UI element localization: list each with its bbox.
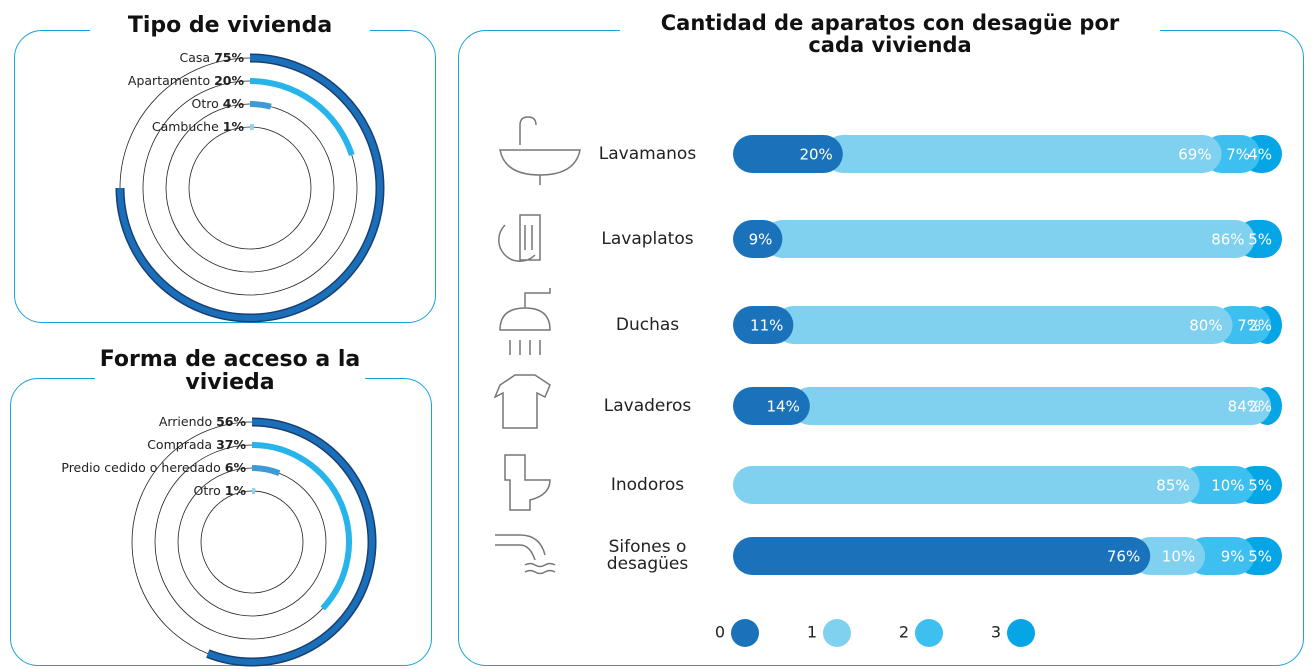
bar	[117, 55, 383, 321]
legend-label: 2	[899, 623, 909, 642]
bar-segment	[763, 220, 1255, 258]
value-label: 75%	[214, 50, 244, 65]
bar	[249, 101, 272, 110]
bar-segment	[1180, 466, 1255, 504]
value-label: 80%	[1189, 317, 1222, 335]
value-label: 1%	[225, 483, 247, 498]
bar-segment	[1131, 537, 1206, 575]
value-label: 5%	[1248, 231, 1272, 249]
legend-label: 1	[807, 623, 817, 642]
value-label: 2%	[1248, 317, 1272, 335]
value-label: 1%	[223, 119, 245, 134]
legend-swatch	[1007, 619, 1035, 647]
track	[188, 126, 312, 250]
value-label: 69%	[1178, 146, 1211, 164]
bar-label: Casa 75%	[180, 50, 245, 65]
bar-segment	[733, 387, 810, 425]
bar-label: Otro 4%	[192, 96, 245, 111]
category-wrap: Lavamanos	[598, 143, 697, 164]
legend-label: 3	[991, 623, 1001, 642]
bar-segment	[733, 135, 843, 173]
value-label: 4%	[1248, 146, 1272, 164]
category-label: Lavamanos	[598, 143, 697, 164]
value-label: 20%	[214, 73, 244, 88]
value-label: 7%	[1237, 317, 1261, 335]
value-label: 85%	[1156, 477, 1189, 495]
chart-title: Forma de acceso a la vivieda	[95, 348, 365, 394]
bar-label: Otro 1%	[194, 483, 247, 498]
bar-segment	[733, 537, 1151, 575]
value-label: 5%	[1248, 477, 1272, 495]
bar-label: Comprada 37%	[147, 437, 246, 452]
icon-drain	[495, 534, 556, 575]
category-wrap: Sifones o desagües	[606, 537, 689, 574]
bar	[206, 419, 375, 665]
category-label: Duchas	[615, 314, 680, 335]
icon-sink	[499, 116, 581, 185]
chart-title: Cantidad de aparatos con desagüe por cad…	[620, 12, 1160, 56]
bar-label: Apartamento 20%	[128, 73, 245, 88]
value-label: 56%	[216, 414, 246, 429]
category-label: Cambuche	[152, 119, 219, 134]
bar	[251, 465, 281, 477]
icon-shower	[499, 288, 551, 355]
value-label: 10%	[1162, 548, 1195, 566]
category-label: Lavaderos	[603, 395, 692, 416]
bar	[249, 78, 355, 156]
bar	[251, 442, 352, 611]
bar-segment	[790, 387, 1272, 425]
category-wrap: Inodoros	[610, 474, 685, 495]
value-label: 4%	[223, 96, 245, 111]
bar-label: Cambuche 1%	[152, 119, 245, 134]
icons	[493, 116, 581, 575]
bar-segment	[1186, 537, 1255, 575]
value-label: 20%	[799, 146, 832, 164]
value-label: 2%	[1248, 398, 1272, 416]
track	[200, 490, 304, 594]
bar-label: Arriendo 56%	[159, 414, 247, 429]
legend-label: 0	[715, 623, 725, 642]
value-label: 84%	[1228, 398, 1261, 416]
value-label: 7%	[1226, 146, 1250, 164]
category-label: Apartamento	[128, 73, 210, 88]
bar-label: Predio cedido o heredado 6%	[61, 460, 246, 475]
bar-segment	[733, 220, 783, 258]
bar-segment	[733, 306, 794, 344]
legend-swatch	[731, 619, 759, 647]
value-label: 10%	[1211, 477, 1244, 495]
icon-shirt	[493, 374, 551, 429]
value-label: 9%	[1221, 548, 1245, 566]
category-wrap: Duchas	[615, 314, 680, 335]
legend-swatch	[915, 619, 943, 647]
category-label: Comprada	[147, 437, 212, 452]
category-wrap: Lavaplatos	[601, 228, 694, 249]
value-label: 6%	[225, 460, 247, 475]
bar-segment	[733, 466, 1200, 504]
category-label: Arriendo	[159, 414, 212, 429]
value-label: 9%	[749, 231, 773, 249]
value-label: 86%	[1211, 231, 1244, 249]
bar-segment	[823, 135, 1222, 173]
category-label: Otro	[192, 96, 219, 111]
value-label: 37%	[216, 437, 246, 452]
chart-title: Tipo de vivienda	[90, 14, 370, 37]
category-label: Lavaplatos	[601, 228, 694, 249]
icon-dish	[498, 214, 541, 262]
category-label: Predio cedido o heredado	[61, 460, 220, 475]
icon-toilet	[504, 454, 551, 511]
category-label: Otro	[194, 483, 221, 498]
category-label: Casa	[180, 50, 211, 65]
value-label: 76%	[1107, 548, 1140, 566]
value-label: 5%	[1248, 548, 1272, 566]
category-label: Sifones o desagües	[606, 537, 689, 574]
legend-swatch	[823, 619, 851, 647]
category-label: Inodoros	[610, 474, 685, 495]
bar-segment	[774, 306, 1233, 344]
value-label: 14%	[767, 398, 800, 416]
value-label: 11%	[750, 317, 783, 335]
category-wrap: Lavaderos	[603, 395, 692, 416]
